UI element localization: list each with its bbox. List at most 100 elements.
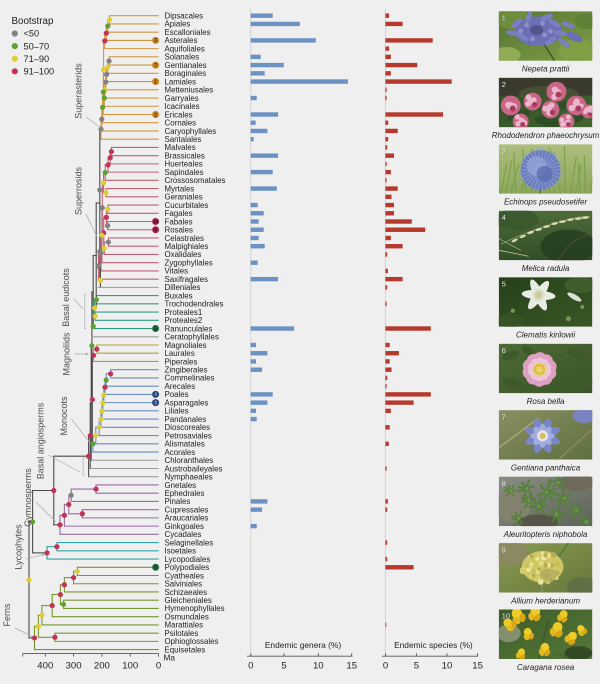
svg-text:Schizaeales: Schizaeales [165, 588, 208, 597]
svg-text:Dilleniales: Dilleniales [165, 283, 201, 292]
svg-text:8: 8 [502, 479, 506, 488]
svg-text:10: 10 [442, 661, 453, 672]
svg-text:50–70: 50–70 [24, 41, 50, 51]
svg-text:Vitales: Vitales [165, 267, 189, 276]
svg-text:Malpighiales: Malpighiales [165, 242, 209, 251]
svg-text:3: 3 [502, 147, 506, 156]
svg-text:Basal angiosperms: Basal angiosperms [35, 402, 45, 479]
svg-text:91–100: 91–100 [24, 67, 55, 77]
svg-text:Solanales: Solanales [165, 53, 200, 62]
svg-text:0: 0 [383, 661, 388, 672]
svg-text:Asparagales: Asparagales [165, 398, 209, 407]
svg-text:Geraniales: Geraniales [165, 193, 203, 202]
svg-text:6: 6 [502, 346, 506, 355]
svg-text:Zingiberales: Zingiberales [165, 366, 208, 375]
svg-text:10: 10 [153, 219, 159, 225]
svg-text:Aleuritopteris niphobola: Aleuritopteris niphobola [503, 530, 588, 539]
svg-text:4: 4 [502, 213, 506, 222]
svg-text:Cycadales: Cycadales [165, 530, 202, 539]
svg-text:Nepeta prattii: Nepeta prattii [522, 65, 570, 74]
svg-text:Gleicheniales: Gleicheniales [165, 596, 212, 605]
svg-text:200: 200 [94, 661, 110, 672]
svg-text:8: 8 [502, 479, 506, 488]
svg-text:Ma: Ma [164, 653, 176, 663]
svg-text:Rosa bella: Rosa bella [527, 397, 565, 406]
svg-text:Lycophytes: Lycophytes [14, 524, 24, 570]
svg-text:Trochodendrales: Trochodendrales [165, 300, 224, 309]
svg-text:10: 10 [502, 612, 510, 621]
svg-text:Icacinales: Icacinales [165, 102, 200, 111]
svg-text:Huerteales: Huerteales [165, 160, 203, 169]
svg-text:Superasterids: Superasterids [74, 63, 84, 119]
svg-text:Commelinales: Commelinales [165, 374, 215, 383]
svg-text:Melica radula: Melica radula [522, 264, 570, 273]
svg-text:Boraginales: Boraginales [165, 69, 207, 78]
svg-text:100: 100 [122, 661, 138, 672]
svg-text:9: 9 [502, 545, 506, 554]
svg-text:Zygophyllales: Zygophyllales [165, 258, 213, 267]
svg-text:Crossosomatales: Crossosomatales [165, 176, 226, 185]
svg-text:Escalloniales: Escalloniales [165, 28, 211, 37]
svg-text:Ranunculales: Ranunculales [165, 324, 213, 333]
svg-text:15: 15 [472, 661, 483, 672]
svg-text:Allium herderianum: Allium herderianum [510, 596, 580, 605]
svg-text:Araucariales: Araucariales [165, 514, 209, 523]
svg-text:Clematis kirilowii: Clematis kirilowii [516, 331, 575, 340]
svg-text:Liliales: Liliales [165, 407, 189, 416]
svg-text:Laurales: Laurales [165, 349, 195, 358]
svg-text:Cucurbitales: Cucurbitales [165, 201, 209, 210]
svg-text:6: 6 [154, 228, 157, 234]
svg-text:Selaginellales: Selaginellales [165, 538, 214, 547]
svg-text:Bootstrap: Bootstrap [12, 16, 54, 27]
svg-text:6: 6 [502, 346, 506, 355]
svg-text:Gnetales: Gnetales [165, 481, 197, 490]
svg-text:Pinales: Pinales [165, 497, 191, 506]
svg-text:1: 1 [502, 14, 506, 23]
svg-text:Lamiales: Lamiales [165, 77, 197, 86]
svg-text:Pandanales: Pandanales [165, 415, 207, 424]
svg-text:Asterales: Asterales [165, 36, 198, 45]
svg-text:Celastrales: Celastrales [165, 234, 205, 243]
svg-text:Dipsacales: Dipsacales [165, 12, 204, 21]
svg-text:Ceratophyllales: Ceratophyllales [165, 333, 219, 342]
svg-text:Petrosaviales: Petrosaviales [165, 431, 212, 440]
svg-text:Hymenophyllales: Hymenophyllales [165, 604, 225, 613]
svg-text:Ferns: Ferns [2, 603, 12, 627]
svg-text:5: 5 [281, 661, 286, 672]
svg-text:4: 4 [154, 392, 157, 398]
svg-text:15: 15 [346, 661, 357, 672]
svg-text:4: 4 [502, 213, 506, 222]
svg-text:5: 5 [502, 280, 506, 289]
svg-text:400: 400 [37, 661, 53, 672]
svg-text:0: 0 [248, 661, 253, 672]
svg-text:Arecales: Arecales [165, 382, 196, 391]
svg-text:Ophioglossales: Ophioglossales [165, 637, 219, 646]
svg-text:Rhododendron phaeochrysum: Rhododendron phaeochrysum [492, 131, 600, 140]
svg-text:Sapindales: Sapindales [165, 168, 204, 177]
svg-text:5: 5 [502, 279, 506, 288]
svg-text:2: 2 [154, 112, 157, 118]
svg-text:Oxalidales: Oxalidales [165, 250, 202, 259]
svg-text:Ephedrales: Ephedrales [165, 489, 205, 498]
svg-text:Proteales2: Proteales2 [165, 316, 203, 325]
svg-text:Superrosids: Superrosids [74, 166, 84, 215]
svg-text:7: 7 [154, 63, 157, 69]
svg-text:Marattiales: Marattiales [165, 621, 204, 630]
svg-text:Santalales: Santalales [165, 135, 202, 144]
svg-text:Garryales: Garryales [165, 94, 199, 103]
svg-text:Basal eudicots: Basal eudicots [61, 268, 71, 327]
svg-text:Austrobaileyales: Austrobaileyales [165, 464, 223, 473]
svg-text:1: 1 [154, 79, 157, 85]
svg-text:71–90: 71–90 [24, 54, 50, 64]
svg-text:5: 5 [414, 661, 419, 672]
svg-text:Rosales: Rosales [165, 226, 194, 235]
svg-text:5: 5 [154, 326, 157, 332]
svg-text:Cupressales: Cupressales [165, 505, 209, 514]
svg-text:Malvales: Malvales [165, 143, 196, 152]
svg-text:Cyatheales: Cyatheales [165, 571, 205, 580]
svg-text:Osmundales: Osmundales [165, 612, 209, 621]
svg-text:Magnoliids: Magnoliids [61, 332, 71, 376]
svg-text:Isoetales: Isoetales [165, 547, 197, 556]
svg-text:Polypodiales: Polypodiales [165, 563, 210, 572]
svg-text:2: 2 [502, 80, 506, 89]
